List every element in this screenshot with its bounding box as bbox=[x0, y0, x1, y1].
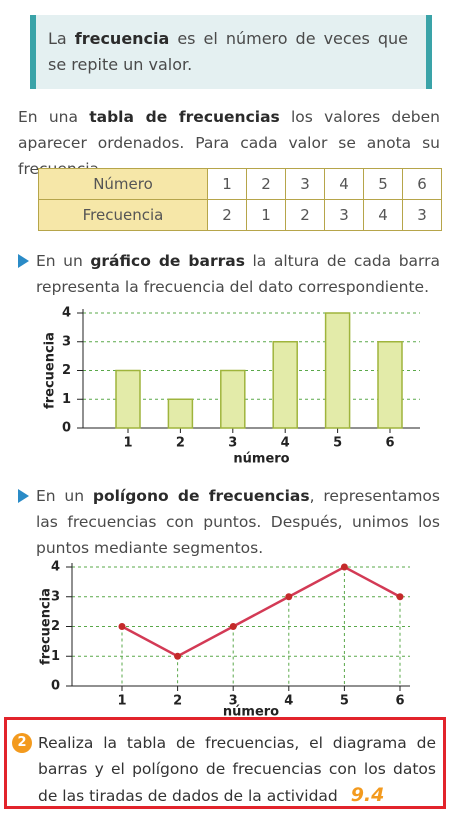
activity-ref: 9.4 bbox=[350, 784, 385, 806]
text: es el número de veces que se repite un v… bbox=[48, 29, 408, 74]
x-tick-label: 1 bbox=[117, 694, 126, 709]
bar bbox=[377, 341, 403, 429]
x-tick-label: 2 bbox=[173, 694, 182, 709]
cell: 2 bbox=[246, 168, 286, 200]
y-tick-label: 2 bbox=[62, 363, 71, 378]
bar bbox=[272, 341, 298, 429]
cell: 1 bbox=[207, 168, 247, 200]
y-tick-label: 3 bbox=[51, 589, 60, 604]
point bbox=[340, 563, 348, 571]
bar-text: En un gráfico de barras la altura de cad… bbox=[36, 248, 440, 300]
table-row: Frecuencia 2 1 2 3 4 3 bbox=[38, 199, 442, 231]
table-row: Número 1 2 3 4 5 6 bbox=[38, 168, 442, 200]
bullet bbox=[18, 254, 29, 268]
text: La bbox=[48, 29, 75, 48]
y-axis-label: frecuencia bbox=[43, 332, 58, 409]
x-tick-label: 2 bbox=[176, 436, 185, 451]
y-tick-label: 1 bbox=[51, 649, 60, 664]
definition: La frecuencia es el número de veces que … bbox=[48, 26, 408, 78]
x-tick-label: 1 bbox=[123, 436, 132, 451]
x-tick-label: 4 bbox=[281, 436, 290, 451]
text: En un bbox=[36, 252, 91, 270]
text: la altura de cada barra representa la fr… bbox=[36, 252, 441, 296]
x-tick-label: 3 bbox=[228, 436, 237, 451]
text: En un bbox=[36, 487, 93, 505]
x-tick-label: 5 bbox=[340, 694, 349, 709]
point bbox=[285, 593, 293, 601]
term: frecuencia bbox=[74, 29, 170, 48]
term: gráfico de barras bbox=[90, 252, 245, 270]
bar bbox=[115, 369, 141, 429]
exercise-box bbox=[4, 717, 446, 809]
x-tick-label: 6 bbox=[385, 436, 394, 451]
definition-box bbox=[30, 15, 432, 89]
x-axis-label: número bbox=[223, 705, 279, 720]
cell: 3 bbox=[324, 199, 364, 231]
bar bbox=[220, 369, 246, 429]
intro: En una tabla de frecuencias los valores … bbox=[18, 104, 440, 182]
y-tick-label: 0 bbox=[62, 421, 71, 436]
cell: 1 bbox=[246, 199, 286, 231]
y-tick-label: 4 bbox=[62, 306, 71, 321]
point bbox=[174, 652, 182, 660]
term: polígono de frecuencias bbox=[92, 487, 310, 505]
x-tick-label: 6 bbox=[395, 694, 404, 709]
y-tick-label: 1 bbox=[62, 392, 71, 407]
cell: 4 bbox=[324, 168, 364, 200]
polygon-text: En un polígono de frecuencias, represent… bbox=[36, 483, 440, 561]
y-tick-label: 4 bbox=[51, 560, 60, 575]
exercise: Realiza la tabla de frecuencias, el diag… bbox=[38, 730, 436, 809]
cell: 6 bbox=[402, 168, 442, 200]
y-tick-label: 3 bbox=[62, 334, 71, 349]
line bbox=[121, 565, 401, 658]
frequency-table: Número 1 2 3 4 5 6 Frecuencia 2 1 2 3 4 3 bbox=[38, 168, 442, 231]
point bbox=[396, 593, 404, 601]
bar bbox=[167, 398, 194, 429]
y-tick-label: 0 bbox=[51, 679, 60, 694]
x-tick-label: 4 bbox=[284, 694, 293, 709]
y-axis-label: frecuencia bbox=[39, 588, 54, 665]
term: tabla de frecuencias bbox=[89, 108, 280, 126]
exercise-number: 2 bbox=[12, 733, 32, 753]
bullet bbox=[18, 489, 29, 503]
x-tick-label: 3 bbox=[229, 694, 238, 709]
point bbox=[118, 623, 126, 630]
row-header: Número bbox=[38, 168, 208, 200]
bar bbox=[324, 312, 351, 429]
text: En una bbox=[18, 108, 90, 126]
cell: 3 bbox=[402, 199, 442, 231]
point bbox=[229, 623, 237, 630]
x-axis-label: número bbox=[233, 452, 289, 467]
y-tick-label: 2 bbox=[51, 619, 60, 634]
x-tick-label: 5 bbox=[333, 436, 342, 451]
exercise-text: Realiza la tabla de frecuencias, el diag… bbox=[38, 734, 436, 805]
cell: 2 bbox=[207, 199, 247, 231]
text: , representamos las frecuencias con punt… bbox=[36, 487, 440, 557]
row-header: Frecuencia bbox=[38, 199, 208, 231]
